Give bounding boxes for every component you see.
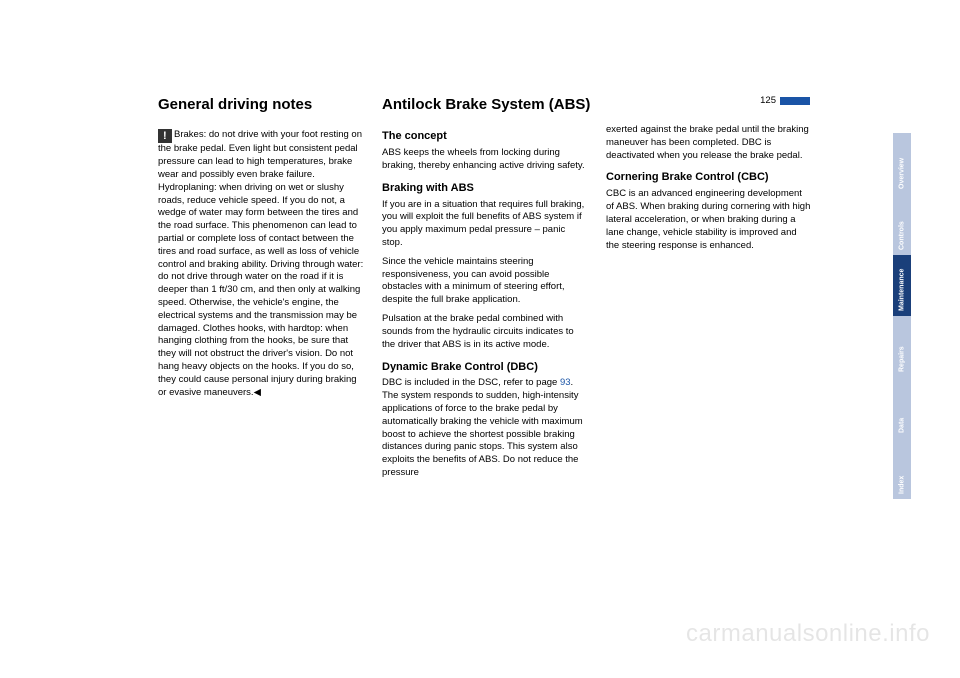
braking-abs-body-1: If you are in a situation that requires … bbox=[382, 199, 588, 250]
tab-data[interactable]: Data bbox=[893, 377, 911, 438]
page-number-block: 125 bbox=[760, 95, 810, 108]
cbc-body: CBC is an advanced engineering developme… bbox=[606, 188, 812, 252]
manual-page: General driving notes Brakes: do not dri… bbox=[158, 95, 858, 486]
tab-maintenance[interactable]: Maintenance bbox=[893, 255, 911, 316]
braking-abs-body-3: Pulsation at the brake pedal combined wi… bbox=[382, 313, 588, 351]
tab-index[interactable]: Index bbox=[893, 438, 911, 499]
concept-body: ABS keeps the wheels from locking during… bbox=[382, 147, 588, 173]
subheading-concept: The concept bbox=[382, 129, 588, 144]
dbc-continuation: exerted against the brake pedal until th… bbox=[606, 124, 812, 162]
dbc-text-b: . The system responds to sudden, high-in… bbox=[382, 377, 583, 478]
warning-icon bbox=[158, 129, 172, 143]
subheading-braking-abs: Braking with ABS bbox=[382, 181, 588, 196]
subheading-dbc: Dynamic Brake Control (DBC) bbox=[382, 360, 588, 375]
column-3: 125 exerted against the brake pedal unti… bbox=[606, 95, 812, 486]
dbc-body: DBC is included in the DSC, refer to pag… bbox=[382, 377, 588, 480]
tab-overview[interactable]: Overview bbox=[893, 133, 911, 194]
column-1: General driving notes Brakes: do not dri… bbox=[158, 95, 364, 486]
heading-general-driving-notes: General driving notes bbox=[158, 95, 364, 115]
heading-abs: Antilock Brake System (ABS) bbox=[382, 95, 588, 115]
tab-repairs[interactable]: Repairs bbox=[893, 316, 911, 377]
subheading-cbc: Cornering Brake Control (CBC) bbox=[606, 170, 812, 185]
watermark: carmanualsonline.info bbox=[686, 620, 930, 648]
page-number: 125 bbox=[760, 95, 776, 108]
tab-controls[interactable]: Controls bbox=[893, 194, 911, 255]
warning-paragraph: Brakes: do not drive with your foot rest… bbox=[158, 129, 364, 399]
dbc-text-a: DBC is included in the DSC, refer to pag… bbox=[382, 377, 560, 388]
page-ref-link[interactable]: 93 bbox=[560, 377, 571, 388]
column-2: Antilock Brake System (ABS) The concept … bbox=[382, 95, 588, 486]
side-tabs: Overview Controls Maintenance Repairs Da… bbox=[893, 133, 911, 499]
page-number-bar bbox=[780, 97, 810, 105]
braking-abs-body-2: Since the vehicle maintains steering res… bbox=[382, 256, 588, 307]
warning-text: Brakes: do not drive with your foot rest… bbox=[158, 129, 363, 397]
